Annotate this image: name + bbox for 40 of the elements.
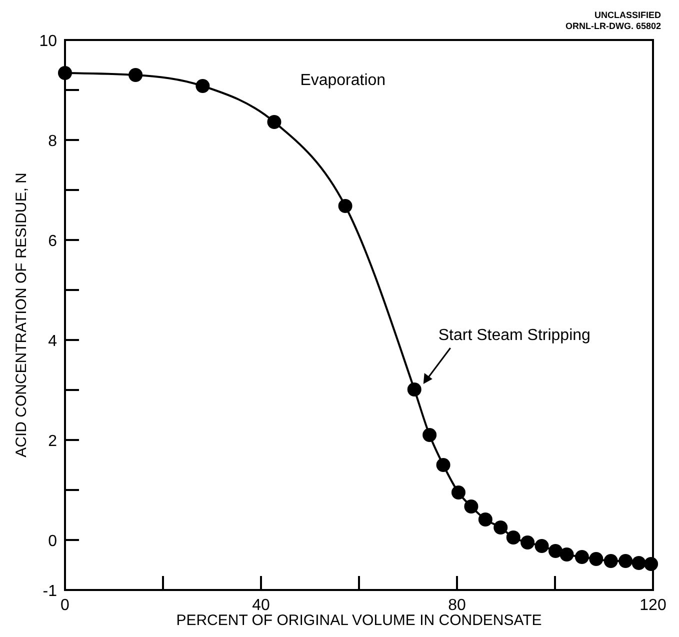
point [644,557,658,571]
x-tick-label: 80 [448,597,466,614]
point [407,382,422,396]
point [506,530,520,544]
point [632,556,646,570]
point [589,552,604,566]
y-tick-label: 0 [48,533,58,550]
y-tick-label: 8 [48,133,58,150]
x-tick-label: 0 [60,597,70,614]
point [574,550,589,564]
text: UNCLASSIFIED [594,10,662,20]
x-tick-label: 40 [252,597,270,614]
point [604,554,618,568]
annotation: Start Steam Stripping [438,327,590,344]
point [436,458,450,472]
point [520,536,535,550]
text: ORNL-LR-DWG. 65802 [565,21,661,31]
annotation: Evaporation [300,72,386,89]
point [548,544,562,558]
y-tick-label: -1 [42,583,58,600]
point [196,79,210,93]
y-tick-label: 4 [48,333,58,350]
point [422,428,437,442]
y-axis-title: ACID CONCENTRATION OF RESIDUE, N [13,172,30,458]
point [618,554,633,568]
point [478,512,492,526]
x-tick-label: 120 [640,597,666,614]
point [494,520,508,534]
y-tick-label: 2 [48,433,58,450]
point [464,500,478,514]
point [338,199,352,213]
x-axis-title: PERCENT OF ORIGINAL VOLUME IN CONDENSATE [176,612,542,629]
point [534,539,549,553]
point [267,115,282,129]
point [560,548,574,562]
y-tick-label: 6 [48,233,58,250]
y-tick-label: 10 [39,33,58,50]
point [58,66,72,80]
point [451,486,466,500]
point [128,68,143,82]
